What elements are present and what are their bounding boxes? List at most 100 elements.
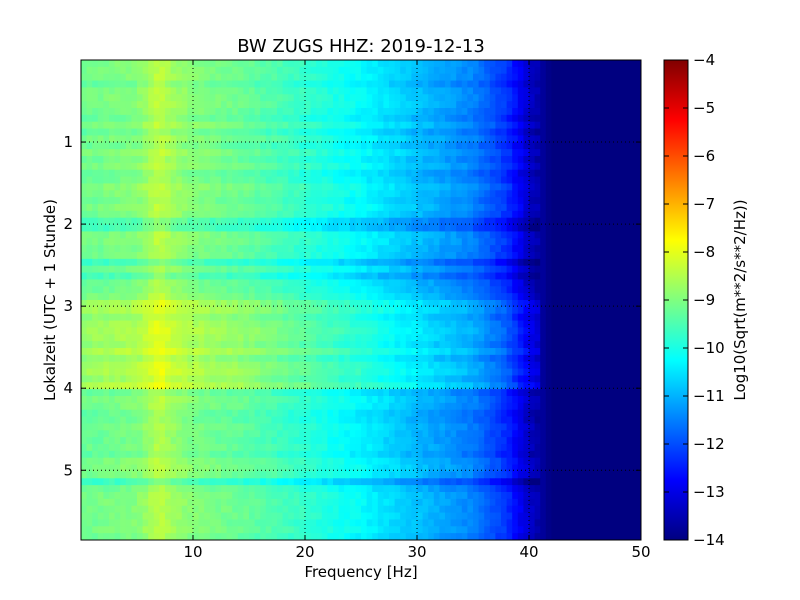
heatmap-cell	[321, 183, 328, 191]
heatmap-cell	[137, 245, 144, 253]
heatmap-cell	[422, 334, 429, 342]
heatmap-cell	[629, 66, 636, 75]
heatmap-cell	[125, 389, 132, 397]
heatmap-cell	[383, 156, 390, 164]
heatmap-cell	[299, 382, 306, 390]
heatmap-cell	[265, 135, 272, 143]
heatmap-cell	[517, 231, 524, 239]
heatmap-cell	[120, 306, 127, 315]
heatmap-cell	[540, 327, 547, 335]
heatmap-cell	[159, 128, 166, 137]
heatmap-cell	[534, 128, 541, 137]
heatmap-cell	[417, 341, 424, 349]
heatmap-cell	[529, 341, 536, 349]
heatmap-cell	[624, 258, 631, 267]
heatmap-cell	[232, 142, 239, 150]
heatmap-cell	[529, 108, 536, 116]
heatmap-cell	[282, 327, 289, 335]
heatmap-cell	[445, 162, 452, 171]
heatmap-cell	[545, 80, 552, 89]
heatmap-cell	[557, 197, 564, 205]
heatmap-cell	[529, 382, 536, 390]
heatmap-cell	[501, 375, 508, 383]
heatmap-cell	[607, 313, 614, 322]
heatmap-cell	[137, 320, 144, 329]
heatmap-cell	[198, 286, 205, 294]
heatmap-cell	[237, 176, 244, 185]
heatmap-cell	[445, 60, 452, 68]
heatmap-cell	[305, 94, 312, 102]
heatmap-cell	[467, 101, 474, 109]
heatmap-cell	[411, 87, 418, 95]
heatmap-cell	[557, 238, 564, 246]
heatmap-cell	[495, 279, 502, 287]
heatmap-cell	[529, 101, 536, 109]
heatmap-cell	[540, 162, 547, 171]
heatmap-cell	[585, 293, 592, 301]
heatmap-cell	[209, 375, 216, 383]
heatmap-cell	[103, 121, 110, 130]
heatmap-cell	[417, 87, 424, 95]
heatmap-cell	[461, 183, 468, 191]
heatmap-cell	[81, 368, 88, 377]
heatmap-cell	[103, 354, 110, 363]
heatmap-cell	[629, 190, 636, 198]
heatmap-cell	[109, 265, 116, 274]
heatmap-cell	[321, 217, 328, 226]
heatmap-cell	[254, 80, 261, 89]
heatmap-cell	[120, 354, 127, 363]
heatmap-cell	[187, 60, 194, 68]
heatmap-cell	[372, 60, 379, 68]
heatmap-cell	[383, 94, 390, 102]
heatmap-cell	[422, 327, 429, 335]
heatmap-cell	[109, 135, 116, 143]
heatmap-cell	[529, 265, 536, 274]
heatmap-cell	[114, 114, 121, 123]
heatmap-cell	[204, 190, 211, 198]
heatmap-cell	[422, 210, 429, 219]
heatmap-cell	[125, 279, 132, 287]
heatmap-cell	[585, 197, 592, 205]
heatmap-cell	[153, 272, 160, 281]
heatmap-cell	[529, 327, 536, 335]
heatmap-cell	[439, 224, 446, 233]
heatmap-cell	[338, 101, 345, 109]
heatmap-cell	[478, 135, 485, 143]
heatmap-cell	[607, 114, 614, 123]
heatmap-cell	[109, 176, 116, 185]
heatmap-cell	[103, 238, 110, 246]
heatmap-cell	[137, 60, 144, 68]
heatmap-cell	[349, 265, 356, 274]
heatmap-cell	[456, 313, 463, 322]
heatmap-cell	[165, 135, 172, 143]
heatmap-cell	[618, 361, 625, 370]
heatmap-cell	[226, 210, 233, 219]
heatmap-cell	[209, 108, 216, 116]
heatmap-cell	[327, 176, 334, 185]
heatmap-cell	[193, 327, 200, 335]
heatmap-cell	[209, 238, 216, 246]
heatmap-cell	[114, 375, 121, 383]
heatmap-cell	[484, 142, 491, 150]
heatmap-cell	[551, 368, 558, 377]
heatmap-cell	[232, 231, 239, 239]
heatmap-cell	[635, 80, 641, 89]
heatmap-cell	[433, 176, 440, 185]
heatmap-cell	[265, 348, 272, 356]
heatmap-cell	[422, 108, 429, 116]
heatmap-cell	[405, 313, 412, 322]
heatmap-cell	[607, 135, 614, 143]
heatmap-cell	[221, 87, 228, 95]
heatmap-cell	[450, 327, 457, 335]
heatmap-cell	[243, 231, 250, 239]
heatmap-cell	[232, 306, 239, 315]
heatmap-cell	[109, 121, 116, 130]
heatmap-cell	[120, 80, 127, 89]
heatmap-cell	[125, 396, 132, 404]
heatmap-cell	[159, 149, 166, 157]
heatmap-cell	[478, 217, 485, 226]
heatmap-cell	[562, 135, 569, 143]
heatmap-cell	[389, 108, 396, 116]
heatmap-cell	[243, 272, 250, 281]
heatmap-cell	[120, 334, 127, 342]
